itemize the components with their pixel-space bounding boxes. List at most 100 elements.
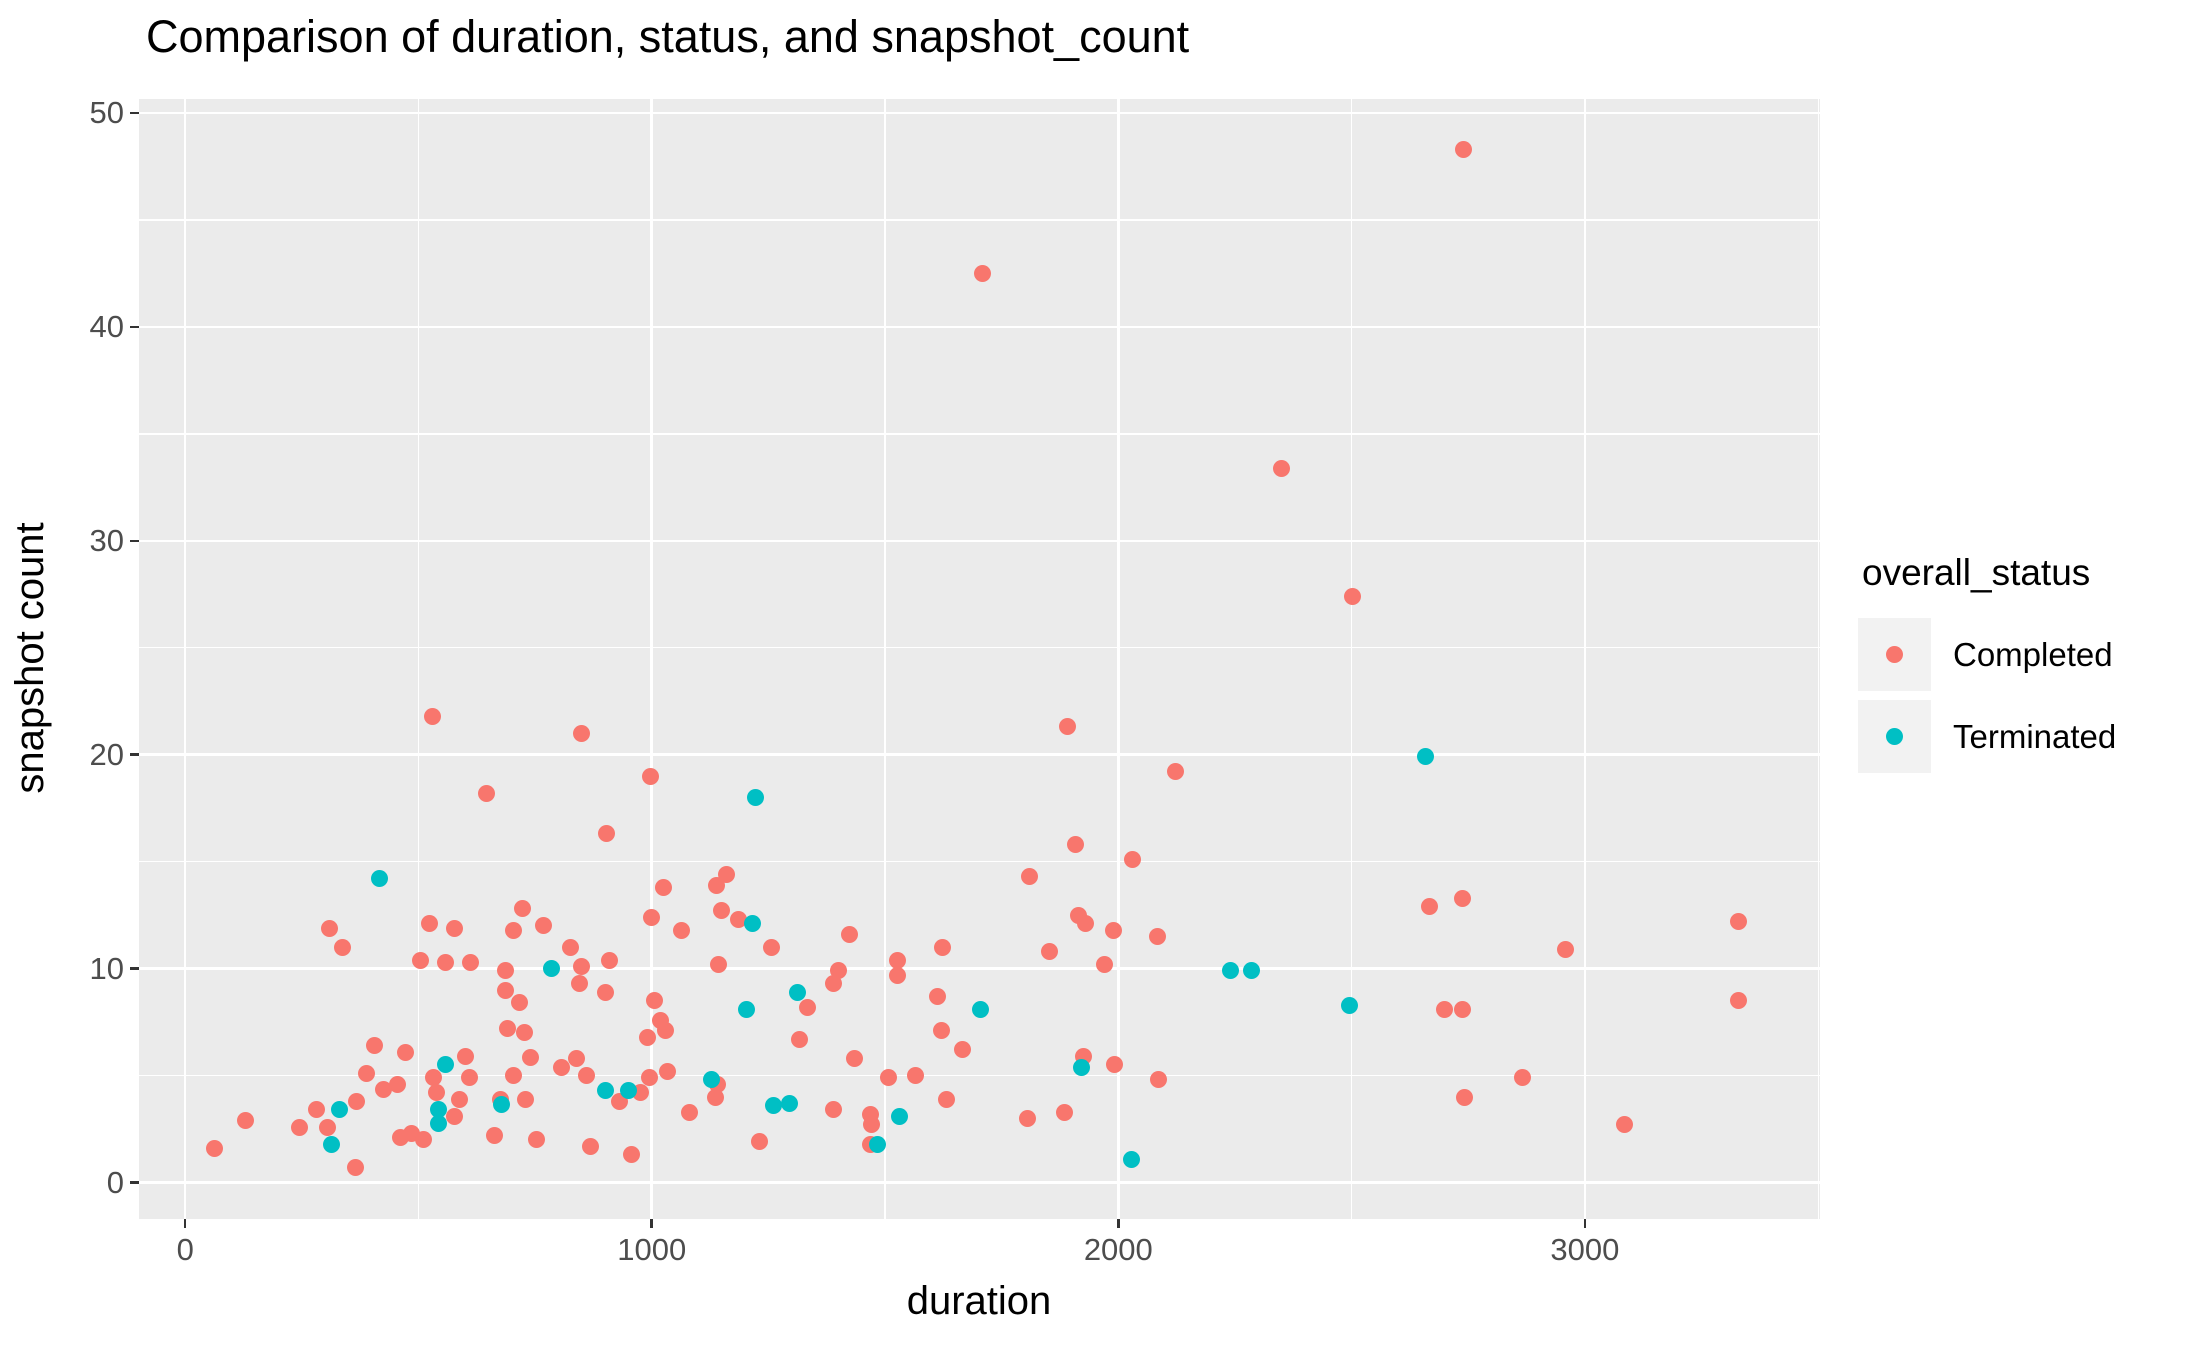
y-tick-label: 50 — [89, 94, 124, 130]
data-point-terminated — [542, 960, 560, 978]
data-point-completed — [596, 983, 614, 1001]
x-tick-mark — [1117, 1219, 1120, 1228]
x-tick-label: 0 — [176, 1232, 194, 1267]
y-minor-gridline — [139, 1075, 1820, 1077]
y-minor-gridline — [139, 433, 1820, 435]
data-point-terminated — [430, 1115, 448, 1133]
data-point-completed — [841, 925, 859, 943]
data-point-completed — [889, 966, 907, 984]
data-point-completed — [321, 919, 339, 937]
data-point-completed — [521, 1048, 539, 1066]
data-point-terminated — [596, 1082, 614, 1100]
data-point-completed — [1273, 459, 1291, 477]
x-tick-mark — [1583, 1219, 1587, 1228]
data-point-completed — [1456, 1088, 1474, 1106]
data-point-completed — [1150, 1071, 1168, 1089]
y-tick-mark — [130, 539, 139, 543]
data-point-completed — [641, 767, 659, 785]
y-tick-mark — [130, 325, 139, 329]
terminated-dot-icon — [1886, 728, 1903, 745]
data-point-completed — [659, 1062, 677, 1080]
data-point-completed — [206, 1139, 224, 1157]
y-tick-mark — [130, 753, 139, 756]
y-tick-mark — [130, 1181, 139, 1184]
data-point-completed — [1105, 921, 1123, 939]
data-point-completed — [562, 938, 580, 956]
data-point-completed — [1344, 587, 1361, 605]
data-point-completed — [763, 938, 781, 956]
data-point-completed — [1105, 1056, 1123, 1074]
data-point-completed — [1556, 940, 1574, 958]
data-point-completed — [358, 1065, 376, 1083]
data-point-completed — [445, 919, 463, 937]
data-point-completed — [308, 1101, 326, 1119]
data-point-completed — [450, 1090, 468, 1108]
data-point-completed — [1056, 1103, 1074, 1121]
data-point-terminated — [890, 1107, 908, 1125]
y-major-gridline — [139, 967, 1820, 970]
data-point-completed — [974, 264, 992, 282]
data-point-completed — [1453, 889, 1471, 907]
data-point-completed — [388, 1075, 406, 1093]
data-point-completed — [1123, 851, 1141, 869]
y-minor-gridline — [139, 861, 1820, 863]
x-tick-label: 1000 — [617, 1232, 687, 1267]
data-point-completed — [456, 1047, 474, 1065]
data-point-completed — [510, 994, 528, 1012]
data-point-completed — [1148, 928, 1166, 946]
data-point-terminated — [1122, 1150, 1140, 1168]
x-minor-gridline — [1350, 99, 1353, 1219]
data-point-terminated — [429, 1101, 447, 1119]
data-point-completed — [460, 1069, 478, 1087]
y-major-gridline — [139, 325, 1820, 329]
legend-label-completed: Completed — [1953, 636, 2113, 673]
data-point-terminated — [744, 915, 762, 933]
data-point-terminated — [1340, 996, 1358, 1014]
data-point-completed — [862, 1116, 880, 1134]
legend-label-terminated: Terminated — [1953, 718, 2117, 755]
y-major-gridline — [139, 539, 1820, 543]
x-tick-mark — [183, 1219, 187, 1228]
data-point-completed — [729, 910, 747, 928]
data-point-completed — [517, 1090, 535, 1108]
x-major-gridline — [1117, 99, 1120, 1219]
y-axis-title: snapshot count — [8, 522, 52, 794]
data-point-completed — [553, 1058, 571, 1076]
data-point-completed — [436, 953, 454, 971]
data-point-completed — [707, 1088, 725, 1106]
data-point-terminated — [1242, 962, 1260, 980]
data-point-completed — [572, 724, 590, 742]
x-minor-gridline — [417, 99, 420, 1219]
data-point-completed — [1616, 1116, 1634, 1134]
data-point-completed — [420, 915, 438, 933]
y-minor-gridline — [139, 219, 1820, 221]
data-point-completed — [889, 951, 907, 969]
data-point-completed — [938, 1090, 956, 1108]
x-major-gridline — [183, 99, 187, 1219]
data-point-completed — [750, 1133, 768, 1151]
y-major-gridline — [139, 111, 1820, 115]
data-point-completed — [567, 1050, 585, 1068]
data-point-terminated — [492, 1096, 510, 1114]
data-point-completed — [829, 962, 847, 980]
data-point-completed — [496, 981, 514, 999]
y-tick-label: 30 — [89, 522, 124, 558]
data-point-completed — [571, 975, 589, 993]
data-point-terminated — [370, 870, 388, 888]
data-point-completed — [1040, 943, 1058, 961]
data-point-completed — [654, 878, 672, 896]
data-point-completed — [879, 1069, 897, 1087]
x-tick-label: 3000 — [1550, 1232, 1620, 1267]
data-point-completed — [597, 825, 615, 843]
data-point-completed — [1021, 868, 1039, 886]
data-point-completed — [1058, 718, 1076, 736]
data-point-completed — [347, 1159, 365, 1177]
data-point-completed — [638, 1028, 656, 1046]
data-point-completed — [445, 1107, 463, 1125]
data-point-completed — [366, 1037, 384, 1055]
data-point-completed — [708, 876, 726, 894]
data-point-completed — [515, 1024, 533, 1042]
data-point-completed — [411, 951, 429, 969]
data-point-completed — [333, 938, 351, 956]
